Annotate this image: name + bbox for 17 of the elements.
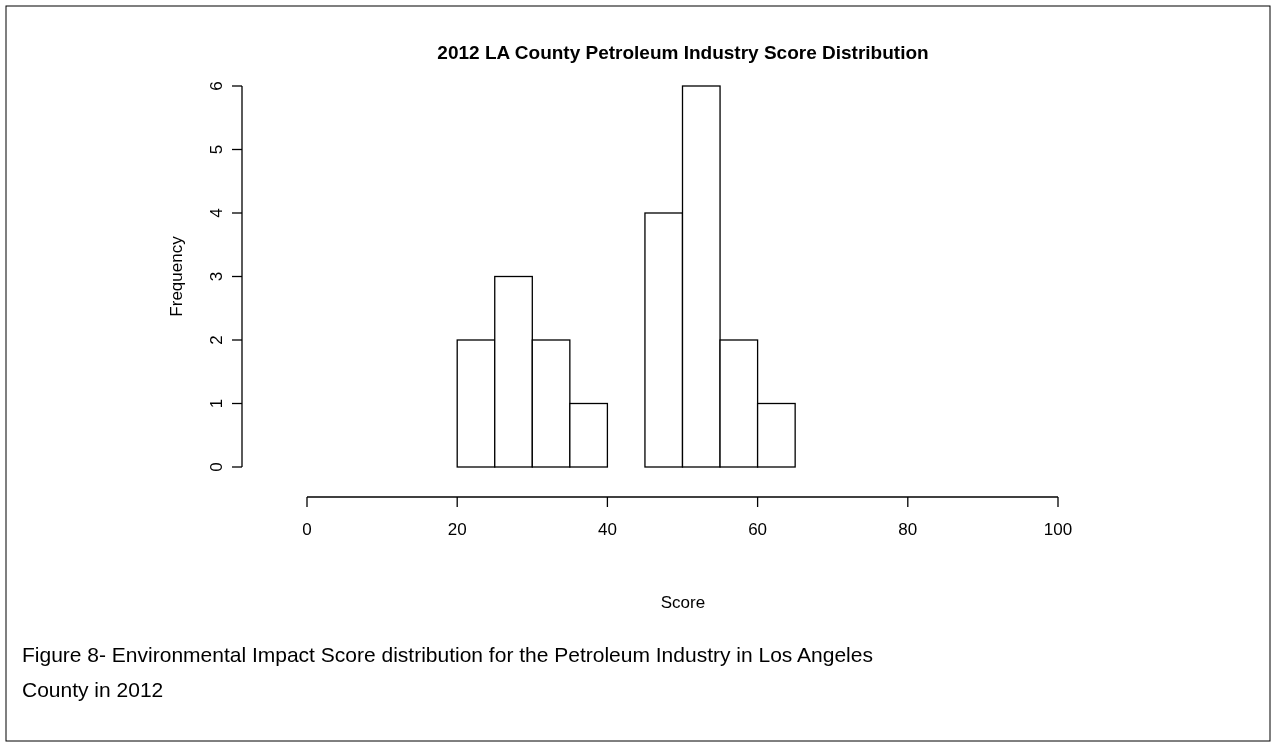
- chart-title: 2012 LA County Petroleum Industry Score Distribution: [437, 42, 929, 63]
- y-tick-label: 0: [207, 462, 226, 472]
- x-tick-label: 80: [898, 520, 918, 539]
- y-tick-label: 6: [207, 81, 226, 91]
- y-tick-label: 5: [207, 144, 226, 155]
- y-tick-label: 3: [207, 271, 226, 282]
- y-tick-label: 4: [207, 208, 226, 218]
- x-tick-label: 0: [302, 520, 312, 539]
- x-tick-label: 100: [1043, 520, 1073, 539]
- y-axis-title: Frequency: [167, 235, 186, 317]
- x-tick-label: 60: [748, 520, 768, 539]
- y-tick-label: 2: [207, 335, 226, 345]
- x-tick-label: 40: [597, 520, 617, 539]
- x-axis-title: Score: [660, 593, 706, 612]
- caption: Figure 8- Environmental Impact Score distribution for the Petroleum Industry in Los Angeles County in 2012: [22, 643, 873, 701]
- x-tick-label: 20: [447, 520, 467, 539]
- y-tick-label: 1: [207, 398, 226, 409]
